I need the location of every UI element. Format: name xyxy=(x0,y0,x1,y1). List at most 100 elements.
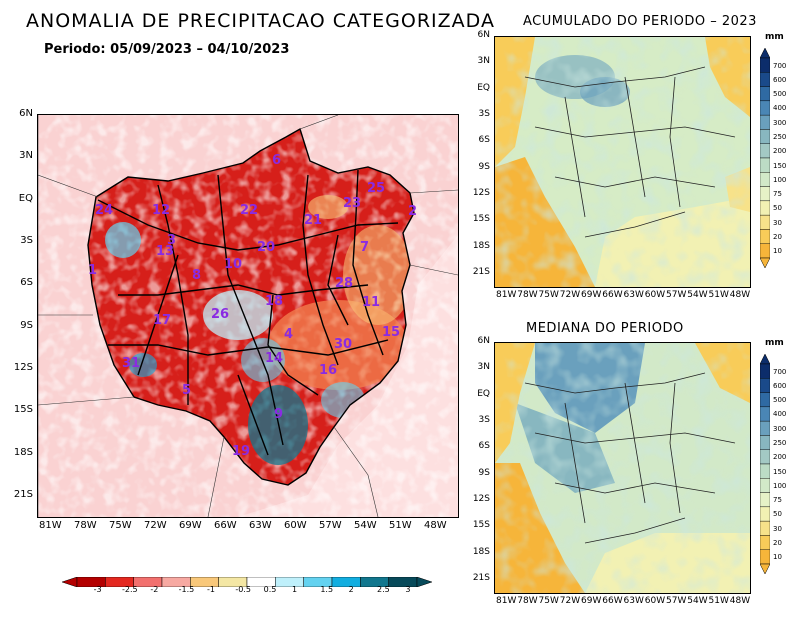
mm-label: 250 xyxy=(773,439,787,447)
lon-tick: 51W xyxy=(708,290,729,300)
mm-label: 150 xyxy=(773,161,787,170)
lon-tick: 81W xyxy=(496,290,517,300)
lon-tick: 57W xyxy=(666,290,687,300)
colorbar-label: -0.5 xyxy=(235,585,251,594)
mm-swatch xyxy=(760,157,770,173)
colorbar-swatch xyxy=(331,576,361,588)
anomaly-map xyxy=(37,114,459,518)
basin-label: 3 xyxy=(167,233,177,248)
lat-tick: 6N xyxy=(19,108,33,119)
lat-tick: 18S xyxy=(13,446,33,458)
lat-tick: 3N xyxy=(477,362,490,373)
mm-label: 20 xyxy=(773,233,782,241)
mm-label: 200 xyxy=(773,453,787,462)
lat-tick: EQ xyxy=(477,82,490,93)
lat-tick: 9S xyxy=(478,467,490,478)
basin-label: 14 xyxy=(265,351,284,366)
mm-label: 10 xyxy=(773,247,782,256)
colorbar-label: -2.5 xyxy=(122,585,138,594)
lon-tick: 78W xyxy=(74,520,97,531)
mm-label: 50 xyxy=(773,204,782,213)
mm-label: 700 xyxy=(773,367,787,376)
mm-swatch xyxy=(760,492,770,508)
mm-label: 300 xyxy=(773,424,787,433)
mm-label: 30 xyxy=(773,524,782,533)
basin-label: 21 xyxy=(304,213,323,228)
lat-tick: 6N xyxy=(477,336,490,346)
mm-swatch xyxy=(760,420,770,436)
lat-tick: 3S xyxy=(478,414,490,425)
lon-tick: 48W xyxy=(729,596,751,606)
median-map xyxy=(494,342,751,594)
mm-swatch xyxy=(760,435,770,450)
colorbar-label: 3 xyxy=(405,585,411,594)
mm-label: 300 xyxy=(773,118,787,127)
accum-unit: mm xyxy=(765,32,784,42)
lon-tick: 54W xyxy=(687,596,708,606)
lon-tick: 63W xyxy=(623,596,644,606)
lon-tick: 54W xyxy=(687,290,708,300)
colorbar-label: 2.5 xyxy=(377,585,390,594)
basin-label: 16 xyxy=(319,363,338,378)
accum-map xyxy=(494,36,751,288)
lat-tick: 15S xyxy=(13,404,33,416)
lat-tick: 18S xyxy=(472,546,490,557)
lat-tick: EQ xyxy=(18,192,33,204)
lon-tick: 78W xyxy=(517,596,538,606)
mm-swatch xyxy=(760,86,770,102)
basin-label: 5 xyxy=(182,383,192,398)
mm-label: 75 xyxy=(773,496,782,505)
lat-tick: 15S xyxy=(472,214,490,225)
lon-tick: 78W xyxy=(517,290,538,300)
lat-tick: 3N xyxy=(477,56,490,67)
mm-label: 700 xyxy=(773,61,787,70)
mm-label: 600 xyxy=(773,381,787,390)
mm-label: 600 xyxy=(773,75,787,84)
mm-swatch xyxy=(760,392,770,408)
mm-label: 500 xyxy=(773,90,787,99)
mm-label: 100 xyxy=(773,481,787,490)
lon-tick: 72W xyxy=(559,290,581,300)
mm-arrow-low xyxy=(760,257,770,268)
basin-label: 17 xyxy=(153,313,172,328)
colorbar-label: 0.5 xyxy=(263,585,277,594)
lat-tick: 6S xyxy=(478,135,490,146)
mm-label: 50 xyxy=(773,510,782,519)
lon-tick: 63W xyxy=(249,520,272,531)
mm-arrow-high xyxy=(760,354,770,365)
mm-label: 10 xyxy=(773,553,782,562)
mm-colorbar-svg xyxy=(760,48,770,268)
basin-label: 26 xyxy=(211,307,230,322)
lat-tick: 12S xyxy=(13,361,33,373)
mm-label: 30 xyxy=(773,218,782,227)
mm-arrow-low xyxy=(760,563,770,574)
mm-swatch xyxy=(760,57,770,73)
mm-swatch xyxy=(760,229,770,244)
mm-swatch xyxy=(760,100,770,116)
mm-label: 75 xyxy=(773,190,782,199)
lon-tick: 69W xyxy=(179,520,202,531)
colorbar-label: -3 xyxy=(93,585,102,594)
lat-tick: 6S xyxy=(20,277,33,289)
lat-tick: 21S xyxy=(472,572,490,583)
lon-tick: 60W xyxy=(644,290,666,300)
basin-label: 8 xyxy=(192,268,202,283)
lon-tick: 51W xyxy=(389,520,412,531)
lon-tick: 66W xyxy=(602,290,623,300)
basin-label: 12 xyxy=(152,203,171,218)
colorbar-arrow-low xyxy=(61,576,78,588)
lat-tick: 21S xyxy=(13,488,33,500)
basin-label: 7 xyxy=(360,240,370,255)
lat-tick: 15S xyxy=(472,520,490,531)
lon-tick: 57W xyxy=(666,596,687,606)
period-subtitle: Periodo: 05/09/2023 – 04/10/2023 xyxy=(44,42,290,57)
colorbar-label: 1.5 xyxy=(320,585,334,594)
mm-swatch xyxy=(760,186,770,202)
mm-swatch xyxy=(760,200,770,216)
mm-swatch xyxy=(760,478,770,493)
mm-label: 500 xyxy=(773,396,787,405)
lon-tick: 63W xyxy=(623,290,644,300)
mm-swatch xyxy=(760,463,770,479)
lat-tick: 3N xyxy=(19,150,33,162)
mm-label: 400 xyxy=(773,104,787,113)
